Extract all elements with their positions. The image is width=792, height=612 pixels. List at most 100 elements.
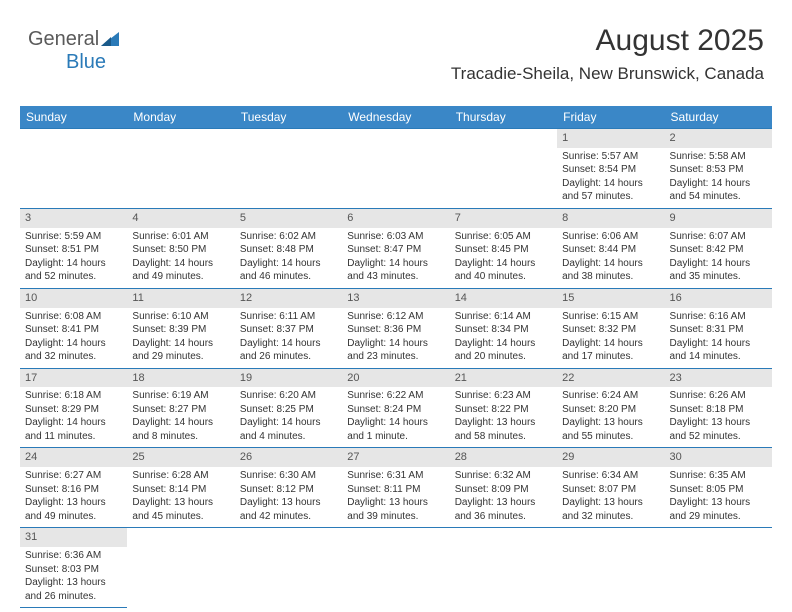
day-content: Sunrise: 6:24 AMSunset: 8:20 PMDaylight:… (557, 387, 664, 447)
day-content: Sunrise: 6:10 AMSunset: 8:39 PMDaylight:… (127, 308, 234, 368)
day-number: 27 (342, 448, 449, 467)
weekday-header: Wednesday (342, 106, 449, 129)
day-number: 28 (450, 448, 557, 467)
day-cell: 30Sunrise: 6:35 AMSunset: 8:05 PMDayligh… (665, 448, 772, 528)
day-cell: 13Sunrise: 6:12 AMSunset: 8:36 PMDayligh… (342, 288, 449, 368)
day-number: 30 (665, 448, 772, 467)
sunset-text: Sunset: 8:29 PM (25, 403, 122, 417)
sunrise-text: Sunrise: 6:11 AM (240, 310, 337, 324)
logo-text-blue: Blue (66, 51, 106, 73)
day-content: Sunrise: 5:58 AMSunset: 8:53 PMDaylight:… (665, 148, 772, 208)
sunrise-text: Sunrise: 6:19 AM (132, 389, 229, 403)
day-number: 12 (235, 289, 342, 308)
sunrise-text: Sunrise: 6:27 AM (25, 469, 122, 483)
logo-sail-icon (101, 32, 123, 48)
day-cell: 16Sunrise: 6:16 AMSunset: 8:31 PMDayligh… (665, 288, 772, 368)
daylight-text: Daylight: 13 hours and 26 minutes. (25, 576, 122, 603)
sunset-text: Sunset: 8:34 PM (455, 323, 552, 337)
day-content: Sunrise: 5:59 AMSunset: 8:51 PMDaylight:… (20, 228, 127, 288)
day-content: Sunrise: 6:01 AMSunset: 8:50 PMDaylight:… (127, 228, 234, 288)
day-number: 8 (557, 209, 664, 228)
sunrise-text: Sunrise: 6:08 AM (25, 310, 122, 324)
sunset-text: Sunset: 8:07 PM (562, 483, 659, 497)
sunrise-text: Sunrise: 5:59 AM (25, 230, 122, 244)
day-content: Sunrise: 6:36 AMSunset: 8:03 PMDaylight:… (20, 547, 127, 607)
day-content: Sunrise: 6:34 AMSunset: 8:07 PMDaylight:… (557, 467, 664, 527)
sunset-text: Sunset: 8:22 PM (455, 403, 552, 417)
sunset-text: Sunset: 8:39 PM (132, 323, 229, 337)
day-content: Sunrise: 6:35 AMSunset: 8:05 PMDaylight:… (665, 467, 772, 527)
empty-cell (342, 528, 449, 608)
sunrise-text: Sunrise: 6:16 AM (670, 310, 767, 324)
sunset-text: Sunset: 8:54 PM (562, 163, 659, 177)
day-content: Sunrise: 6:18 AMSunset: 8:29 PMDaylight:… (20, 387, 127, 447)
location-subtitle: Tracadie-Sheila, New Brunswick, Canada (451, 64, 764, 84)
day-content: Sunrise: 6:15 AMSunset: 8:32 PMDaylight:… (557, 308, 664, 368)
sunrise-text: Sunrise: 6:30 AM (240, 469, 337, 483)
weekday-header-row: Sunday Monday Tuesday Wednesday Thursday… (20, 106, 772, 129)
sunset-text: Sunset: 8:24 PM (347, 403, 444, 417)
day-number: 26 (235, 448, 342, 467)
day-cell: 9Sunrise: 6:07 AMSunset: 8:42 PMDaylight… (665, 208, 772, 288)
day-content: Sunrise: 6:12 AMSunset: 8:36 PMDaylight:… (342, 308, 449, 368)
calendar-row: 24Sunrise: 6:27 AMSunset: 8:16 PMDayligh… (20, 448, 772, 528)
daylight-text: Daylight: 13 hours and 49 minutes. (25, 496, 122, 523)
daylight-text: Daylight: 13 hours and 52 minutes. (670, 416, 767, 443)
daylight-text: Daylight: 13 hours and 32 minutes. (562, 496, 659, 523)
sunset-text: Sunset: 8:45 PM (455, 243, 552, 257)
sunrise-text: Sunrise: 6:12 AM (347, 310, 444, 324)
sunset-text: Sunset: 8:12 PM (240, 483, 337, 497)
weekday-header: Sunday (20, 106, 127, 129)
daylight-text: Daylight: 14 hours and 43 minutes. (347, 257, 444, 284)
day-number: 2 (665, 129, 772, 148)
sunset-text: Sunset: 8:50 PM (132, 243, 229, 257)
daylight-text: Daylight: 14 hours and 8 minutes. (132, 416, 229, 443)
sunset-text: Sunset: 8:14 PM (132, 483, 229, 497)
daylight-text: Daylight: 13 hours and 39 minutes. (347, 496, 444, 523)
day-content: Sunrise: 6:20 AMSunset: 8:25 PMDaylight:… (235, 387, 342, 447)
sunset-text: Sunset: 8:51 PM (25, 243, 122, 257)
sunset-text: Sunset: 8:44 PM (562, 243, 659, 257)
sunset-text: Sunset: 8:25 PM (240, 403, 337, 417)
sunrise-text: Sunrise: 6:20 AM (240, 389, 337, 403)
day-content: Sunrise: 5:57 AMSunset: 8:54 PMDaylight:… (557, 148, 664, 208)
day-cell: 4Sunrise: 6:01 AMSunset: 8:50 PMDaylight… (127, 208, 234, 288)
sunrise-text: Sunrise: 6:14 AM (455, 310, 552, 324)
day-number: 6 (342, 209, 449, 228)
day-number: 18 (127, 369, 234, 388)
day-cell: 20Sunrise: 6:22 AMSunset: 8:24 PMDayligh… (342, 368, 449, 448)
day-number: 22 (557, 369, 664, 388)
daylight-text: Daylight: 13 hours and 29 minutes. (670, 496, 767, 523)
daylight-text: Daylight: 13 hours and 45 minutes. (132, 496, 229, 523)
sunset-text: Sunset: 8:31 PM (670, 323, 767, 337)
empty-cell (665, 528, 772, 608)
day-cell: 14Sunrise: 6:14 AMSunset: 8:34 PMDayligh… (450, 288, 557, 368)
empty-cell (450, 528, 557, 608)
day-content: Sunrise: 6:07 AMSunset: 8:42 PMDaylight:… (665, 228, 772, 288)
day-content: Sunrise: 6:26 AMSunset: 8:18 PMDaylight:… (665, 387, 772, 447)
day-cell: 3Sunrise: 5:59 AMSunset: 8:51 PMDaylight… (20, 208, 127, 288)
weekday-header: Tuesday (235, 106, 342, 129)
sunrise-text: Sunrise: 6:10 AM (132, 310, 229, 324)
day-number: 16 (665, 289, 772, 308)
daylight-text: Daylight: 14 hours and 20 minutes. (455, 337, 552, 364)
empty-cell (127, 129, 234, 209)
sunset-text: Sunset: 8:47 PM (347, 243, 444, 257)
day-cell: 26Sunrise: 6:30 AMSunset: 8:12 PMDayligh… (235, 448, 342, 528)
daylight-text: Daylight: 14 hours and 23 minutes. (347, 337, 444, 364)
day-content: Sunrise: 6:31 AMSunset: 8:11 PMDaylight:… (342, 467, 449, 527)
day-content: Sunrise: 6:30 AMSunset: 8:12 PMDaylight:… (235, 467, 342, 527)
day-number: 17 (20, 369, 127, 388)
sunset-text: Sunset: 8:05 PM (670, 483, 767, 497)
day-cell: 8Sunrise: 6:06 AMSunset: 8:44 PMDaylight… (557, 208, 664, 288)
daylight-text: Daylight: 14 hours and 32 minutes. (25, 337, 122, 364)
calendar-row: 3Sunrise: 5:59 AMSunset: 8:51 PMDaylight… (20, 208, 772, 288)
calendar-row: 1Sunrise: 5:57 AMSunset: 8:54 PMDaylight… (20, 129, 772, 209)
weekday-header: Friday (557, 106, 664, 129)
day-number: 4 (127, 209, 234, 228)
daylight-text: Daylight: 14 hours and 35 minutes. (670, 257, 767, 284)
day-cell: 7Sunrise: 6:05 AMSunset: 8:45 PMDaylight… (450, 208, 557, 288)
day-number: 29 (557, 448, 664, 467)
day-number: 5 (235, 209, 342, 228)
day-cell: 21Sunrise: 6:23 AMSunset: 8:22 PMDayligh… (450, 368, 557, 448)
